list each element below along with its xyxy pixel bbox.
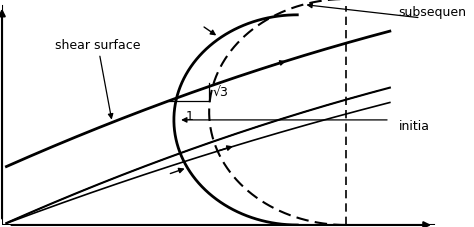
- Text: 1: 1: [185, 109, 193, 122]
- Text: shear surface: shear surface: [55, 39, 140, 119]
- Text: subsequen: subsequen: [399, 6, 467, 19]
- Text: initia: initia: [399, 120, 429, 133]
- Text: √3: √3: [213, 86, 228, 99]
